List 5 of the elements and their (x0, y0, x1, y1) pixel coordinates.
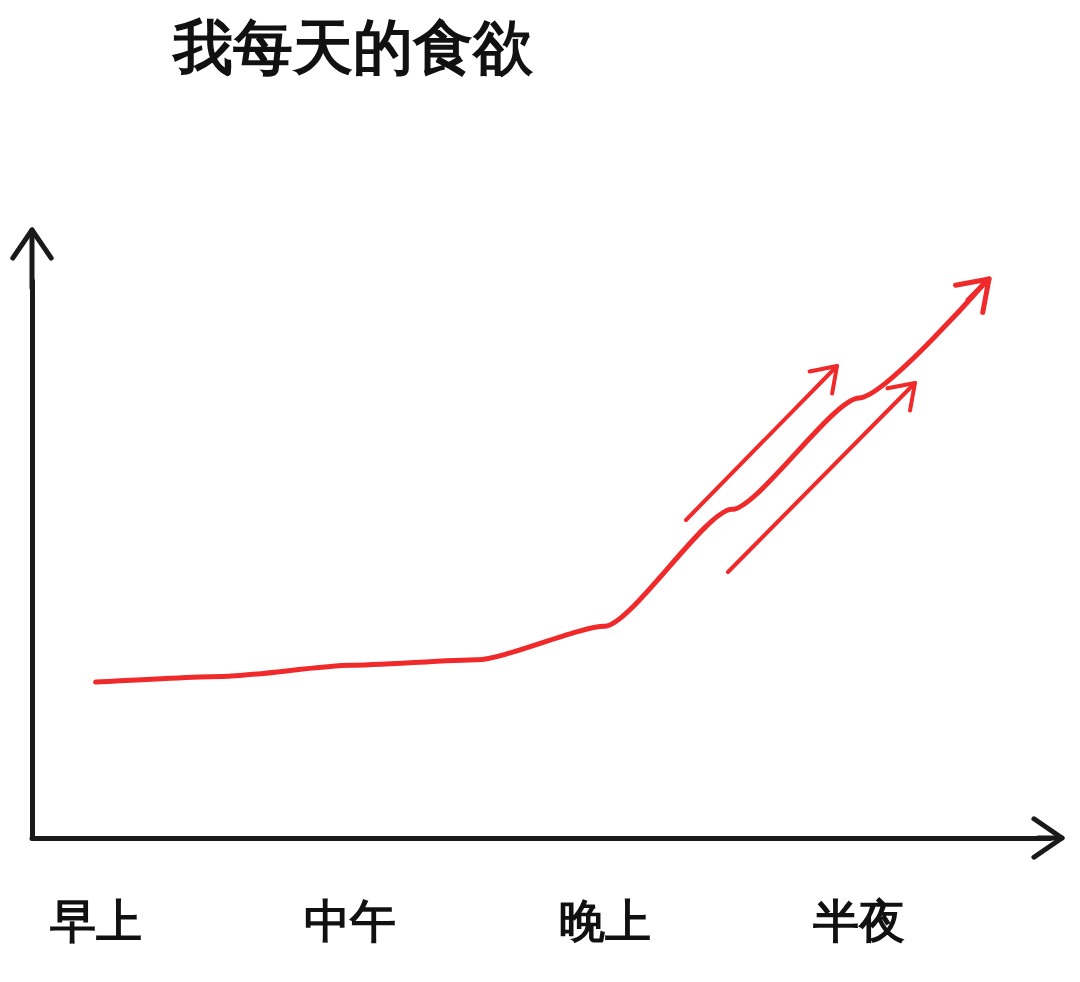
x-tick-label: 半夜 (813, 894, 906, 948)
x-tick-label: 中午 (304, 894, 397, 948)
chart-title: 我每天的食欲 (171, 12, 534, 82)
x-tick-label: 早上 (48, 894, 142, 948)
x-tick-label: 晚上 (558, 894, 651, 948)
